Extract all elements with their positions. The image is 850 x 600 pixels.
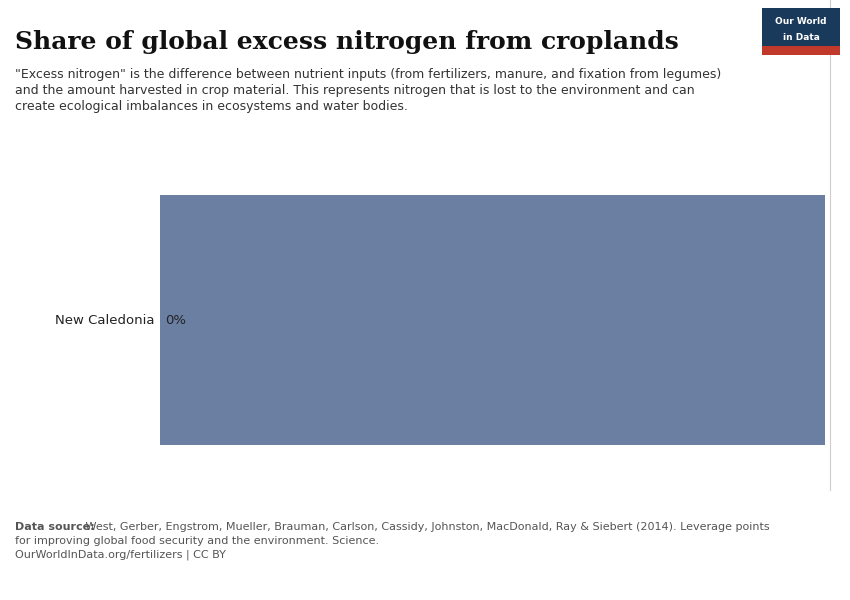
Text: 0%: 0% xyxy=(165,313,186,326)
Text: Data source:: Data source: xyxy=(15,522,94,532)
Text: Share of global excess nitrogen from croplands: Share of global excess nitrogen from cro… xyxy=(15,30,679,54)
Text: "Excess nitrogen" is the difference between nutrient inputs (from fertilizers, m: "Excess nitrogen" is the difference betw… xyxy=(15,68,722,81)
Text: Our World: Our World xyxy=(775,17,827,26)
Bar xyxy=(160,195,825,445)
Text: West, Gerber, Engstrom, Mueller, Brauman, Carlson, Cassidy, Johnston, MacDonald,: West, Gerber, Engstrom, Mueller, Brauman… xyxy=(82,522,769,532)
Text: create ecological imbalances in ecosystems and water bodies.: create ecological imbalances in ecosyste… xyxy=(15,100,408,113)
Bar xyxy=(762,8,840,55)
Bar xyxy=(762,46,840,55)
Text: New Caledonia: New Caledonia xyxy=(55,313,155,326)
Text: for improving global food security and the environment. Science.: for improving global food security and t… xyxy=(15,536,379,546)
Text: and the amount harvested in crop material. This represents nitrogen that is lost: and the amount harvested in crop materia… xyxy=(15,84,694,97)
Text: OurWorldInData.org/fertilizers | CC BY: OurWorldInData.org/fertilizers | CC BY xyxy=(15,550,226,560)
Text: in Data: in Data xyxy=(783,32,819,41)
